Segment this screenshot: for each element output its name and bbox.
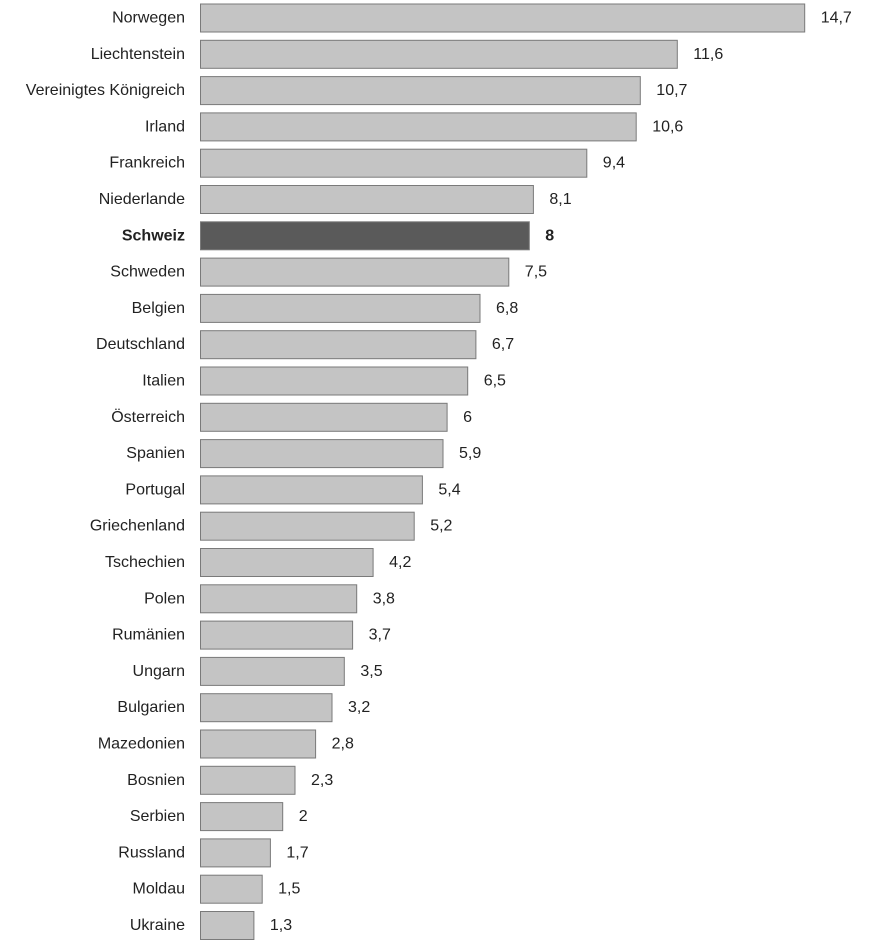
category-label-griechenland: Griechenland (90, 518, 185, 535)
bar-deutschland (200, 330, 477, 360)
value-label-italien: 6,5 (484, 373, 506, 390)
bar-serbien (200, 802, 284, 832)
value-label-polen: 3,8 (373, 590, 395, 607)
category-label-schweiz: Schweiz (122, 227, 185, 244)
value-label-bosnien: 2,3 (311, 772, 333, 789)
value-label-niederlande: 8,1 (549, 191, 571, 208)
category-label-spanien: Spanien (126, 445, 185, 462)
category-label-frankreich: Frankreich (109, 155, 185, 172)
value-label-schweden: 7,5 (525, 264, 547, 281)
value-label-oesterreich: 6 (463, 409, 472, 426)
category-label-irland: Irland (145, 118, 185, 135)
category-label-polen: Polen (144, 590, 185, 607)
category-label-russland: Russland (118, 844, 185, 861)
category-label-ukraine: Ukraine (130, 917, 185, 934)
category-label-belgien: Belgien (132, 300, 185, 317)
value-label-vereinigtes-koenigreich: 10,7 (656, 82, 687, 99)
bar-tschechien (200, 548, 374, 577)
value-label-belgien: 6,8 (496, 300, 518, 317)
bar-polen (200, 584, 358, 614)
category-label-tschechien: Tschechien (105, 554, 185, 571)
bar-moldau (200, 874, 263, 904)
value-label-liechtenstein: 11,6 (693, 46, 723, 63)
value-label-ukraine: 1,3 (270, 917, 292, 934)
bar-portugal (200, 475, 423, 505)
bar-irland (200, 112, 637, 142)
bar-griechenland (200, 511, 415, 541)
value-label-russland: 1,7 (286, 844, 308, 861)
bar-mazedonien (200, 729, 317, 759)
bar-frankreich (200, 148, 588, 178)
bar-niederlande (200, 185, 534, 214)
bar-schweiz (200, 221, 530, 251)
category-label-vereinigtes-koenigreich: Vereinigtes Königreich (26, 82, 185, 99)
category-label-schweden: Schweden (110, 264, 185, 281)
value-label-ungarn: 3,5 (360, 663, 382, 680)
value-label-serbien: 2 (299, 808, 308, 825)
bar-italien (200, 366, 469, 396)
category-label-serbien: Serbien (130, 808, 185, 825)
bar-rumaenien (200, 620, 354, 650)
value-label-mazedonien: 2,8 (332, 736, 354, 753)
bar-bulgarien (200, 693, 333, 723)
value-label-frankreich: 9,4 (603, 155, 625, 172)
category-label-liechtenstein: Liechtenstein (91, 46, 185, 63)
category-label-mazedonien: Mazedonien (98, 736, 185, 753)
bar-ungarn (200, 656, 345, 686)
bar-bosnien (200, 765, 296, 795)
value-label-bulgarien: 3,2 (348, 699, 370, 716)
category-label-norwegen: Norwegen (112, 10, 185, 27)
category-label-niederlande: Niederlande (99, 191, 185, 208)
value-label-schweiz: 8 (545, 227, 554, 244)
value-label-irland: 10,6 (652, 118, 683, 135)
bar-oesterreich (200, 402, 448, 432)
bar-liechtenstein (200, 39, 678, 69)
value-label-griechenland: 5,2 (430, 518, 452, 535)
category-label-moldau: Moldau (133, 881, 185, 898)
bar-vereinigtes-koenigreich (200, 76, 641, 106)
value-label-norwegen: 14,7 (821, 10, 852, 27)
category-label-oesterreich: Österreich (111, 408, 185, 426)
value-label-spanien: 5,9 (459, 445, 481, 462)
category-label-italien: Italien (142, 373, 185, 390)
category-label-bosnien: Bosnien (127, 772, 185, 789)
category-label-portugal: Portugal (125, 481, 185, 498)
value-label-portugal: 5,4 (438, 481, 460, 498)
value-label-moldau: 1,5 (278, 881, 300, 898)
bar-schweden (200, 257, 510, 287)
bar-norwegen (200, 3, 806, 33)
bar-russland (200, 838, 271, 868)
value-label-rumaenien: 3,7 (369, 627, 391, 644)
bar-spanien (200, 439, 444, 469)
bar-ukraine (200, 911, 255, 940)
value-label-tschechien: 4,2 (389, 554, 411, 571)
category-label-bulgarien: Bulgarien (117, 699, 185, 716)
category-label-deutschland: Deutschland (96, 336, 185, 353)
category-label-rumaenien: Rumänien (112, 627, 185, 644)
bar-belgien (200, 293, 481, 323)
value-label-deutschland: 6,7 (492, 336, 514, 353)
category-label-ungarn: Ungarn (133, 663, 185, 680)
